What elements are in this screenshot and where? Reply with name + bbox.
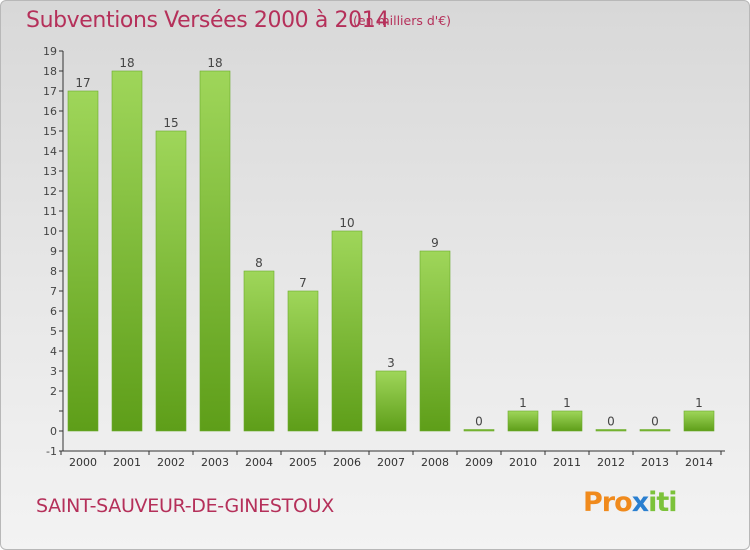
x-tick-label: 2011 [553,456,581,469]
data-label: 0 [651,415,659,429]
proxiti-logo: Proxiti [583,487,678,518]
y-tick-label: 15 [43,125,57,138]
y-tick-label: 17 [43,85,57,98]
chart-title: Subventions Versées 2000 à 2014 [26,8,389,33]
data-label: 10 [339,216,354,230]
logo-letter: r [601,487,615,518]
bar [639,429,671,432]
logo-letter: x [631,487,649,518]
y-tick-label: 11 [43,205,57,218]
logo-letter: i [648,487,657,518]
x-tick-label: 2007 [377,456,405,469]
y-tick-label: 12 [43,185,57,198]
bar [199,70,231,432]
y-tick-label: 14 [43,145,57,158]
y-tick-label: 2 [50,385,57,398]
data-label: 8 [255,256,263,270]
x-tick-label: 2010 [509,456,537,469]
bar [507,410,539,432]
data-label: 0 [607,415,615,429]
bar [243,270,275,432]
logo-letter: t [656,487,669,518]
x-tick-label: 2008 [421,456,449,469]
y-tick-label: 18 [43,65,57,78]
bar [419,250,451,432]
data-label: 15 [163,116,178,130]
y-tick-label: 19 [43,45,57,58]
logo-letter: P [583,487,603,518]
data-label: 0 [475,415,483,429]
y-tick-label: 6 [50,305,57,318]
x-tick-label: 2003 [201,456,229,469]
logo-letter: i [668,487,677,518]
bar [331,230,363,432]
y-tick-label: 10 [43,225,57,238]
bar [683,410,715,432]
x-tick-label: 2005 [289,456,317,469]
bar [155,130,187,432]
commune-name: SAINT-SAUVEUR-DE-GINESTOUX [36,495,334,517]
y-tick-label: 3 [50,365,57,378]
bar [595,429,627,432]
y-tick-label: 4 [50,345,57,358]
bar [463,429,495,432]
bar [67,90,99,432]
x-tick-label: 2001 [113,456,141,469]
y-tick-label: -1 [46,445,57,458]
data-label: 7 [299,276,307,290]
y-tick-label: 9 [50,245,57,258]
data-label: 1 [519,396,527,410]
chart-subtitle: (en milliers d'€) [353,13,452,28]
data-label: 1 [695,396,703,410]
y-tick-label: 0 [50,425,57,438]
y-tick-label: 7 [50,285,57,298]
x-tick-label: 2006 [333,456,361,469]
data-label: 18 [119,56,134,70]
y-tick-label: 5 [50,325,57,338]
logo-letter: o [614,487,633,518]
x-tick-label: 2014 [685,456,713,469]
data-label: 18 [207,56,222,70]
data-label: 17 [75,76,90,90]
x-tick-label: 2004 [245,456,273,469]
x-tick-label: 2009 [465,456,493,469]
data-label: 9 [431,236,439,250]
bar [551,410,583,432]
x-tick-label: 2013 [641,456,669,469]
data-label: 3 [387,356,395,370]
y-tick-label: 8 [50,265,57,278]
data-label: 1 [563,396,571,410]
x-tick-label: 2002 [157,456,185,469]
y-tick-label: 16 [43,105,57,118]
x-tick-label: 2000 [69,456,97,469]
bar [375,370,407,432]
bar [287,290,319,432]
x-tick-label: 2012 [597,456,625,469]
bar [111,70,143,432]
y-tick-label: 13 [43,165,57,178]
